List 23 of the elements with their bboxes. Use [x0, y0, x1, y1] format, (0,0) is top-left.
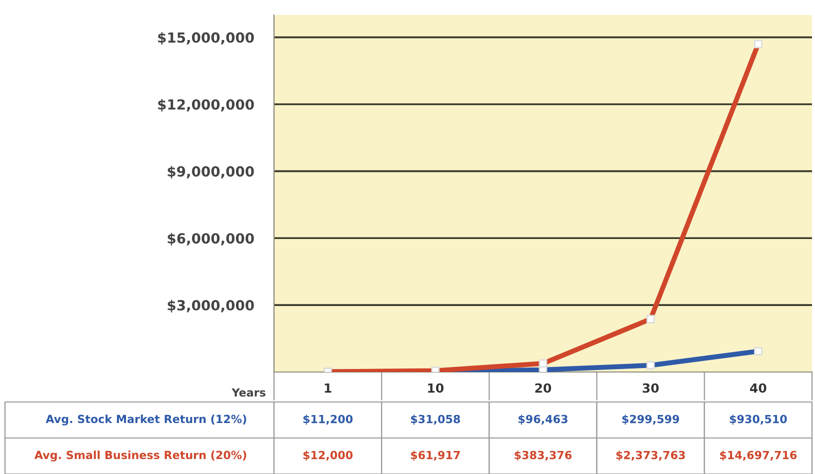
x-tick-label: 30: [642, 383, 659, 393]
text: Avg. Small Business Return (20%): [34, 450, 246, 462]
x-tick-label: 20: [535, 383, 552, 393]
data-label: $12,000: [303, 450, 353, 461]
y-tick-label: $12,000,000: [158, 98, 254, 112]
text: Avg. Stock Market Return (12%): [46, 414, 246, 426]
y-tick-label: $3,000,000: [168, 300, 254, 312]
data-label: $96,463: [518, 414, 568, 425]
data-label: $930,510: [730, 414, 787, 425]
data-label: $299,599: [622, 414, 680, 425]
data-label: $11,200: [303, 414, 353, 425]
x-tick-label: 1: [324, 383, 332, 393]
data-label: $14,697,716: [720, 450, 797, 461]
data-label: $61,917: [410, 450, 460, 461]
data-label: $2,373,763: [616, 450, 685, 461]
data-label: $383,376: [514, 450, 572, 461]
x-tick-label: 40: [750, 383, 766, 393]
y-tick-label: $15,000,000: [158, 32, 254, 45]
data-label: $31,058: [410, 414, 460, 425]
x-tick-label: 10: [428, 383, 444, 393]
y-tick-label: $6,000,000: [168, 232, 254, 246]
y-tick-label: $9,000,000: [168, 166, 254, 179]
x-axis-title: Years: [232, 388, 266, 397]
